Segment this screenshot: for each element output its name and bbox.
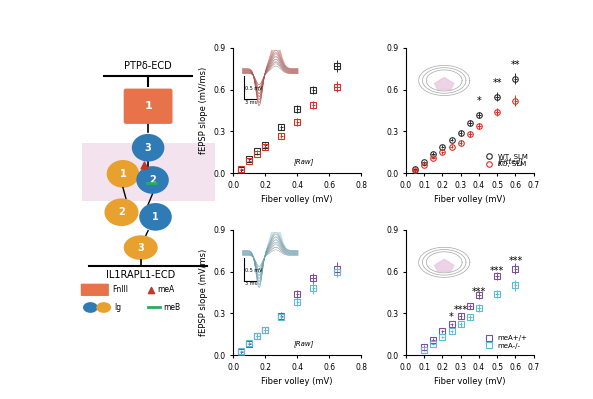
FancyBboxPatch shape: [124, 89, 173, 124]
Text: ***: ***: [508, 256, 522, 266]
Text: [Raw]: [Raw]: [294, 158, 314, 165]
Text: **: **: [492, 78, 502, 88]
Ellipse shape: [107, 160, 139, 188]
Text: meB: meB: [163, 303, 180, 312]
Text: meA: meA: [157, 285, 174, 294]
Text: [Raw]: [Raw]: [294, 340, 314, 347]
Legend: meA+/+, meA-/-: meA+/+, meA-/-: [479, 333, 530, 352]
Ellipse shape: [136, 166, 169, 194]
X-axis label: Fiber volley (mV): Fiber volley (mV): [434, 377, 506, 386]
FancyBboxPatch shape: [81, 143, 215, 201]
Text: ***: ***: [490, 266, 504, 276]
Text: 1: 1: [144, 101, 152, 111]
Text: IL1RAPL1-ECD: IL1RAPL1-ECD: [106, 270, 176, 280]
Text: 1: 1: [152, 212, 159, 222]
Text: PTPδ-ECD: PTPδ-ECD: [124, 61, 172, 71]
Text: FnIII: FnIII: [113, 285, 129, 294]
X-axis label: Fiber volley (mV): Fiber volley (mV): [262, 377, 333, 386]
Text: 1: 1: [120, 169, 126, 179]
Ellipse shape: [83, 302, 98, 313]
Text: 2: 2: [118, 207, 125, 217]
Ellipse shape: [124, 235, 158, 260]
FancyBboxPatch shape: [81, 284, 109, 296]
Ellipse shape: [104, 198, 139, 226]
Y-axis label: fEPSP slope (mV/ms): fEPSP slope (mV/ms): [199, 249, 208, 336]
Ellipse shape: [132, 134, 164, 162]
X-axis label: Fiber volley (mV): Fiber volley (mV): [262, 196, 333, 204]
Text: 3: 3: [145, 143, 151, 153]
Y-axis label: fEPSP slope (mV/ms): fEPSP slope (mV/ms): [199, 67, 208, 154]
Ellipse shape: [96, 302, 111, 313]
Point: [139, 162, 148, 169]
Text: ***: ***: [472, 286, 486, 296]
Ellipse shape: [139, 203, 172, 231]
Text: **: **: [511, 60, 520, 70]
Text: [Fitted]: [Fitted]: [498, 158, 524, 165]
X-axis label: Fiber volley (mV): Fiber volley (mV): [434, 196, 506, 204]
Text: ***: ***: [454, 305, 468, 315]
Text: 3: 3: [138, 243, 144, 253]
Point: [146, 286, 156, 293]
Legend: WT, SLM, KO, SLM: WT, SLM, KO, SLM: [479, 151, 530, 170]
Text: *: *: [449, 312, 454, 322]
Text: 2: 2: [149, 175, 156, 185]
Text: Ig: Ig: [114, 303, 121, 312]
Text: *: *: [477, 97, 482, 107]
